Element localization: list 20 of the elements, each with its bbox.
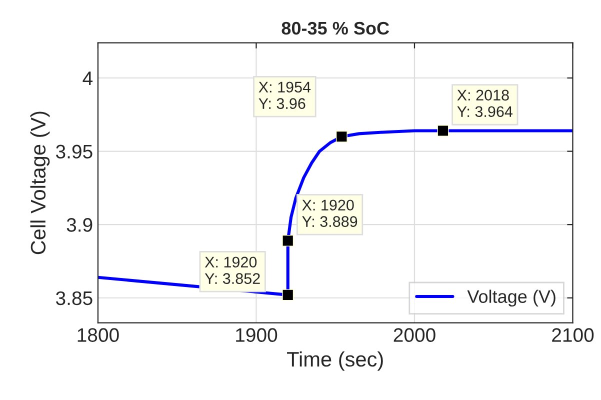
y-axis-title: Cell Voltage (V): [30, 112, 50, 254]
legend-label: Voltage (V): [467, 290, 556, 307]
x-tick-label: 2100: [552, 328, 594, 342]
x-axis-title: Time (sec): [287, 351, 383, 371]
annotation: X: 1954 Y: 3.96: [258, 82, 311, 109]
y-tick-label: 3.95: [56, 144, 92, 159]
y-tick-label: 3.85: [56, 291, 92, 306]
y-tick-label: 3.9: [66, 218, 92, 232]
x-tick-label: 1900: [236, 328, 278, 342]
x-tick-label: 2000: [394, 328, 436, 342]
point: [437, 125, 449, 136]
point: [282, 234, 294, 246]
y-tick-label: 4: [82, 72, 93, 86]
annotation: X: 1920 Y: 3.852: [204, 256, 260, 284]
chart-title: 80-35 % SoC: [282, 22, 390, 35]
annotation: X: 1920 Y: 3.889: [302, 200, 358, 227]
point: [282, 289, 294, 301]
point: [336, 130, 348, 142]
x-tick-label: 1800: [78, 328, 119, 342]
annotation: X: 2018 Y: 3.964: [457, 90, 512, 118]
